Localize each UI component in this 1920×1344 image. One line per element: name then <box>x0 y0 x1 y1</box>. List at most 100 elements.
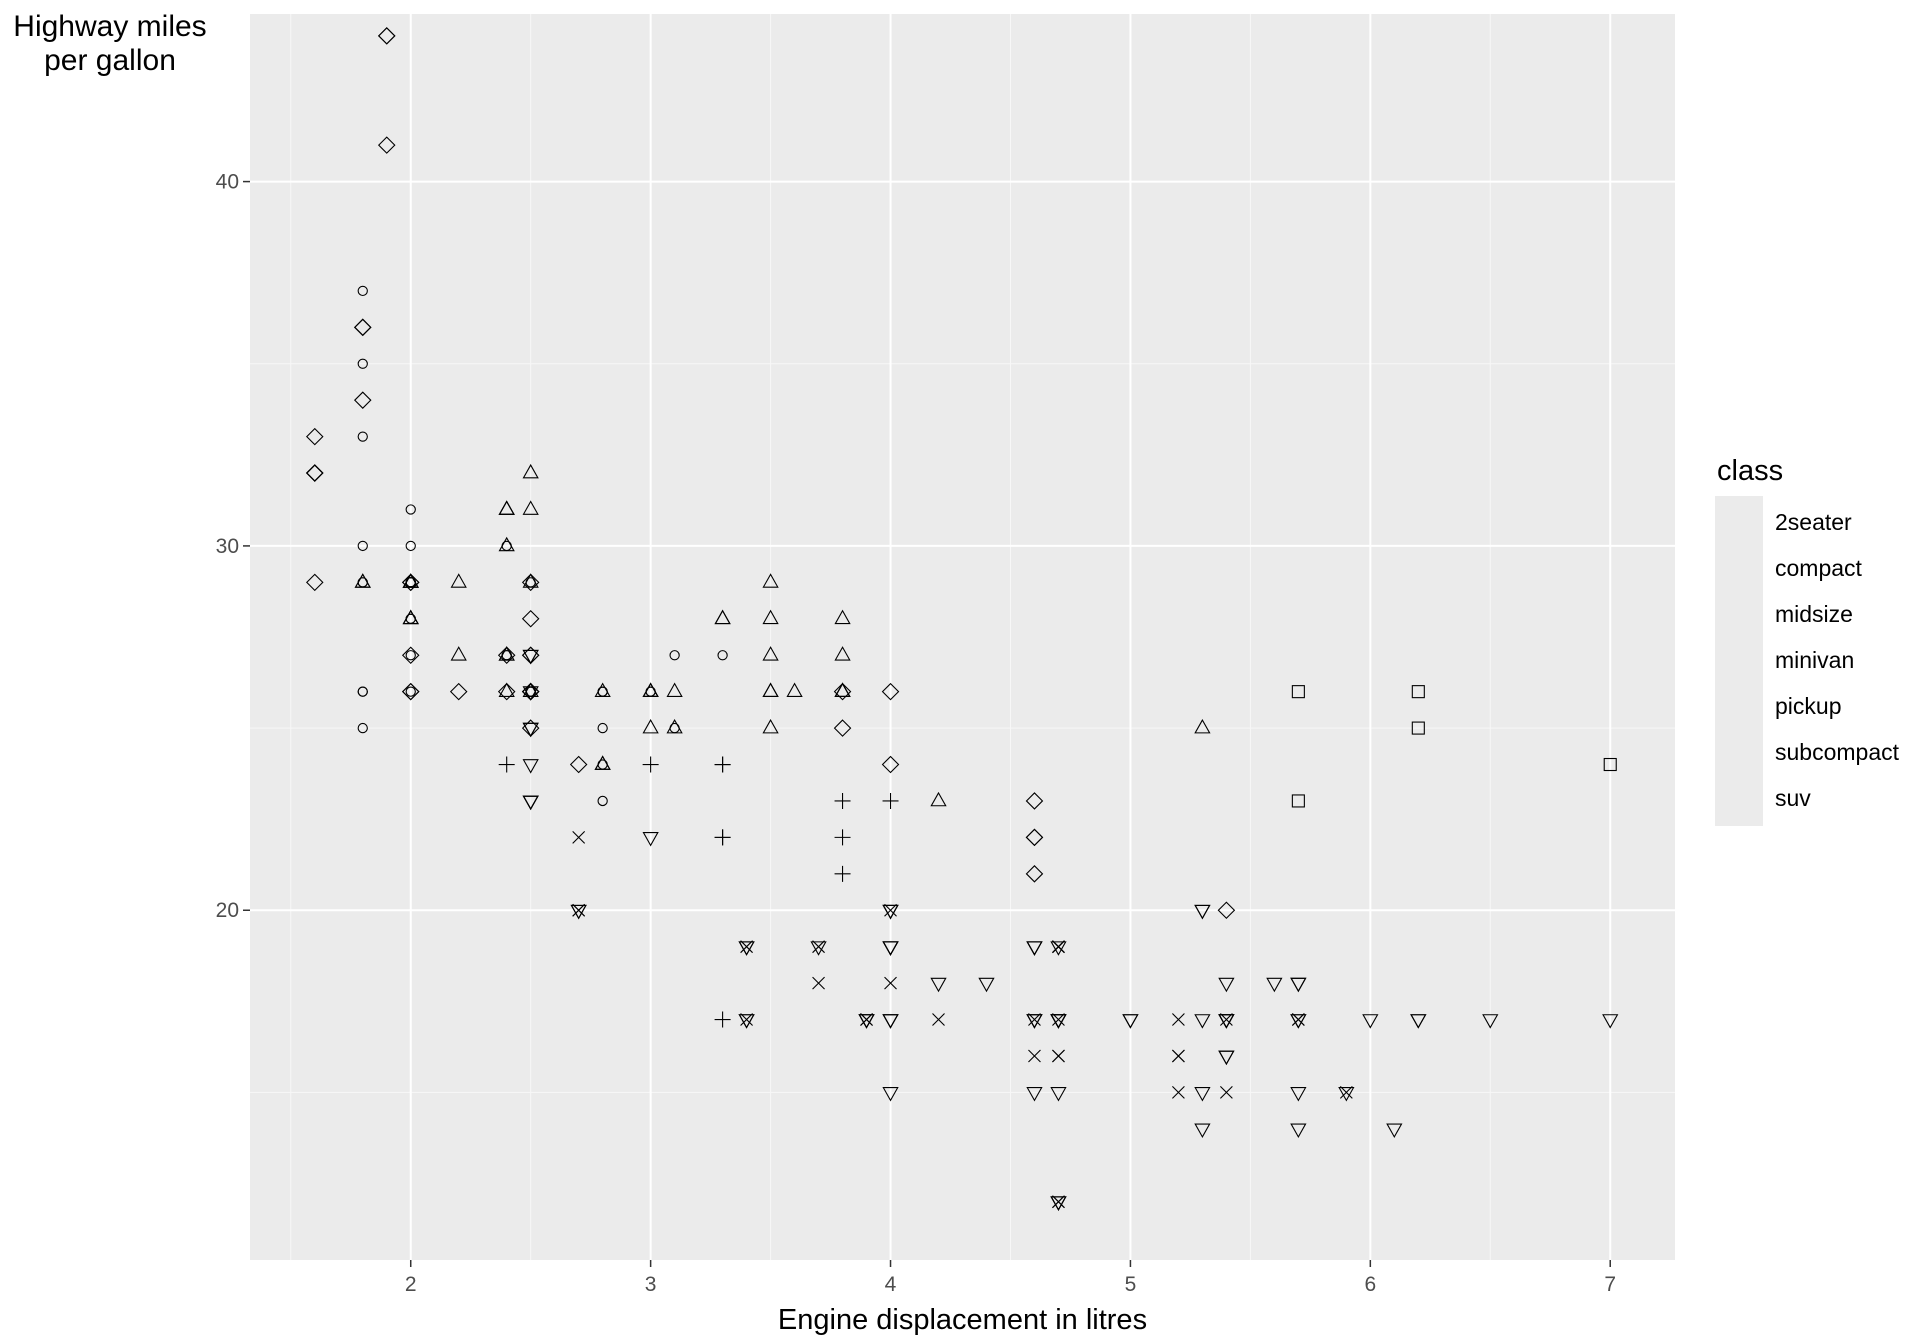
point-minivan <box>498 756 515 773</box>
point-suv <box>1194 1123 1211 1138</box>
point-compact <box>597 722 608 734</box>
point-midsize <box>594 755 611 770</box>
legend-label-pickup: pickup <box>1775 693 1842 719</box>
point-suv <box>858 1014 875 1029</box>
point-suv <box>882 1014 899 1029</box>
point-suv <box>1194 1014 1211 1029</box>
point-pickup <box>812 940 825 954</box>
point-suv <box>1218 1050 1235 1066</box>
point-suv <box>1218 1014 1235 1029</box>
point-suv <box>1050 1196 1067 1211</box>
point-pickup <box>1172 1013 1185 1026</box>
point-suv <box>1410 1014 1427 1029</box>
point-midsize <box>594 682 611 697</box>
point-pickup <box>740 1013 753 1026</box>
point-suv <box>1362 1014 1379 1029</box>
y-axis-label-line-2: per gallon <box>44 44 176 77</box>
point-compact <box>357 686 368 697</box>
x-tick-label: 5 <box>1125 1273 1137 1296</box>
point-suv <box>1338 1087 1355 1102</box>
point-compact <box>357 358 368 369</box>
point-compact <box>357 431 368 442</box>
point-pickup <box>1220 1013 1233 1026</box>
point-compact <box>405 650 416 661</box>
point-subcompact <box>401 646 420 664</box>
point-compact <box>405 540 416 552</box>
point-midsize <box>522 500 539 515</box>
x-axis-ticks: 2 3 4 5 6 7 <box>405 1260 1616 1296</box>
grid-minor <box>250 14 1675 1260</box>
point-subcompact <box>353 391 372 409</box>
point-pickup <box>884 903 897 917</box>
point-subcompact <box>1217 901 1236 920</box>
point-compact <box>597 795 608 807</box>
y-axis-ticks: 20 30 40 <box>216 171 250 922</box>
point-suv <box>1482 1014 1499 1029</box>
point-pickup <box>1052 1013 1065 1026</box>
point-suv <box>522 686 539 701</box>
point-2seater <box>1411 721 1425 735</box>
y-tick-label: 20 <box>216 899 239 922</box>
point-suv <box>882 1087 899 1102</box>
point-midsize <box>354 573 371 588</box>
point-2seater <box>1603 757 1617 772</box>
point-midsize <box>498 682 515 697</box>
point-pickup <box>1052 940 1065 954</box>
point-midsize <box>834 609 851 625</box>
point-2seater <box>1291 794 1305 808</box>
point-midsize <box>642 682 659 697</box>
point-pickup <box>1028 1013 1041 1026</box>
point-subcompact <box>1025 828 1044 847</box>
point-suv <box>1194 1087 1211 1102</box>
point-subcompact <box>1025 792 1044 810</box>
point-subcompact <box>401 573 420 592</box>
point-subcompact <box>377 27 396 45</box>
point-subcompact <box>833 719 852 737</box>
point-pickup <box>1339 1086 1353 1099</box>
point-midsize <box>1194 718 1211 734</box>
point-minivan <box>834 792 851 809</box>
legend-label-suv: suv <box>1775 785 1811 811</box>
point-suv <box>882 941 899 956</box>
point-midsize <box>786 682 803 697</box>
point-suv <box>1290 1087 1307 1102</box>
point-subcompact <box>401 682 420 701</box>
point-subcompact <box>449 682 468 701</box>
point-pickup <box>572 830 586 844</box>
legend-label-minivan: minivan <box>1775 647 1855 673</box>
point-suv <box>738 1014 755 1029</box>
point-midsize <box>402 609 419 625</box>
point-suv <box>570 904 587 920</box>
point-midsize <box>498 536 515 552</box>
point-suv <box>642 832 659 847</box>
legend-label-subcompact: subcompact <box>1775 739 1900 765</box>
point-suv <box>522 722 539 738</box>
point-pickup <box>932 1013 945 1026</box>
point-suv <box>1386 1123 1403 1138</box>
point-pickup <box>1220 1086 1233 1099</box>
point-2seater <box>1291 685 1305 699</box>
point-suv <box>738 941 755 956</box>
point-suv <box>1050 1087 1067 1102</box>
x-tick-label: 6 <box>1364 1273 1376 1296</box>
point-suv <box>1266 977 1283 993</box>
point-subcompact <box>881 682 900 701</box>
point-suv <box>522 759 539 774</box>
point-compact <box>405 504 416 515</box>
point-subcompact <box>833 682 852 701</box>
point-midsize <box>762 646 779 661</box>
y-axis-label: Highway miles per gallon <box>0 10 220 78</box>
point-pickup <box>740 940 753 954</box>
point-subcompact <box>305 464 324 482</box>
point-minivan <box>834 829 851 846</box>
point-pickup <box>1291 1013 1305 1026</box>
point-suv <box>1218 977 1235 993</box>
x-tick-label: 2 <box>405 1273 417 1296</box>
point-suv <box>1290 1014 1307 1029</box>
point-compact <box>357 540 368 552</box>
point-midsize <box>498 646 515 661</box>
point-suv <box>1290 1123 1307 1138</box>
point-midsize <box>522 463 539 479</box>
point-suv <box>522 649 539 665</box>
point-compact <box>669 650 680 661</box>
